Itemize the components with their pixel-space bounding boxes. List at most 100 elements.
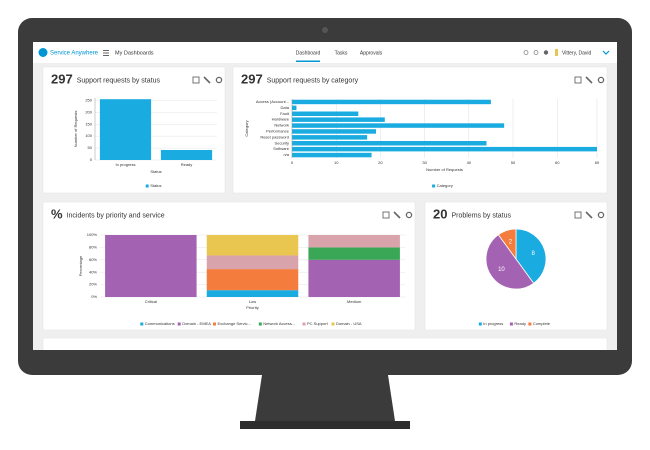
legend-label: Complete bbox=[533, 321, 551, 326]
x-tick-label: Low bbox=[249, 299, 256, 304]
legend-label: Network Access... bbox=[263, 321, 295, 326]
panel-count: 297 bbox=[51, 71, 73, 86]
avatar bbox=[555, 49, 558, 56]
settings-icon[interactable] bbox=[393, 211, 401, 219]
y-tick-label: Data bbox=[281, 105, 290, 110]
y-tick-label: Network bbox=[274, 123, 289, 128]
bar bbox=[160, 149, 213, 160]
table-view-icon[interactable] bbox=[574, 76, 582, 84]
gear-icon[interactable] bbox=[597, 211, 605, 219]
screen: Service Anywhere My Dashboards Dashboard… bbox=[33, 42, 617, 350]
user-menu-caret[interactable] bbox=[602, 50, 610, 55]
legend-label: Domain - EMEA bbox=[182, 321, 211, 326]
tab[interactable]: Approvals bbox=[360, 50, 383, 56]
section[interactable]: My Dashboards bbox=[115, 50, 154, 56]
y-tick-label: Access (Account... bbox=[256, 99, 289, 104]
y-tick-label: Reset password bbox=[260, 134, 289, 139]
gear-icon[interactable] bbox=[405, 211, 413, 219]
y-axis-label: Number of Requests bbox=[73, 111, 78, 148]
brand: Service Anywhere bbox=[50, 51, 99, 57]
globe-icon[interactable] bbox=[533, 50, 539, 55]
legend-label: Status bbox=[150, 183, 161, 188]
legend-label: Domain - USA bbox=[336, 321, 362, 326]
tab[interactable]: Dashboard bbox=[296, 50, 321, 56]
bar-segment bbox=[206, 255, 299, 270]
bar-segment bbox=[206, 269, 299, 291]
y-tick-label: Security bbox=[275, 140, 289, 145]
y-tick-label: 150 bbox=[85, 121, 92, 126]
menu-icon[interactable] bbox=[103, 50, 109, 51]
bar bbox=[292, 105, 297, 111]
settings-icon[interactable] bbox=[203, 76, 211, 84]
bar-segment bbox=[105, 235, 197, 297]
legend-label: Category bbox=[437, 183, 453, 188]
bar bbox=[99, 99, 152, 160]
y-tick-label: 0 bbox=[90, 157, 93, 162]
y-tick-label: 100 bbox=[85, 133, 92, 138]
panel bbox=[42, 337, 608, 350]
y-tick-label: n/a bbox=[283, 152, 289, 157]
camera bbox=[322, 27, 328, 33]
bar bbox=[292, 135, 368, 140]
search-icon[interactable] bbox=[523, 50, 529, 55]
monitor-neck bbox=[255, 375, 395, 421]
panel-count: 20 bbox=[433, 206, 447, 221]
panel-title: Problems by status bbox=[451, 212, 511, 219]
monitor-base bbox=[240, 421, 410, 429]
tab[interactable]: Tasks bbox=[335, 50, 348, 56]
y-tick-label: Software bbox=[273, 146, 290, 151]
menu-icon[interactable] bbox=[103, 55, 109, 56]
legend-label: Ready bbox=[514, 321, 526, 326]
y-tick-label: 100% bbox=[87, 232, 98, 237]
x-tick-label: Ready bbox=[181, 162, 193, 167]
bar bbox=[292, 152, 372, 158]
legend-swatch bbox=[177, 322, 181, 326]
legend-swatch bbox=[213, 322, 216, 326]
table-view-icon[interactable] bbox=[192, 76, 200, 84]
gear-icon[interactable] bbox=[215, 76, 223, 84]
legend-label: In progress bbox=[483, 321, 503, 326]
x-tick-label: 20 bbox=[378, 160, 383, 165]
legend-swatch bbox=[140, 322, 144, 326]
gear-icon[interactable] bbox=[597, 76, 605, 84]
x-tick-label: 69 bbox=[595, 160, 600, 165]
legend-swatch bbox=[509, 322, 513, 326]
y-tick-label: Hardware bbox=[272, 117, 290, 122]
pie-slice bbox=[497, 228, 517, 261]
active-tab-underline bbox=[296, 60, 320, 62]
legend-label: Exchange Servic... bbox=[218, 321, 251, 326]
slice-label: 8 bbox=[531, 251, 535, 257]
user-name[interactable]: Vittery, David bbox=[562, 50, 591, 56]
x-tick-label: Medium bbox=[347, 299, 362, 304]
panel-count: 297 bbox=[241, 71, 263, 86]
y-tick-label: 80% bbox=[89, 244, 97, 249]
y-tick-label: 50 bbox=[88, 145, 93, 150]
bar-segment bbox=[308, 247, 400, 260]
pie-slice bbox=[485, 234, 535, 290]
legend-swatch bbox=[528, 322, 532, 326]
bar-segment bbox=[308, 235, 400, 248]
help-icon[interactable] bbox=[543, 50, 549, 55]
x-tick-label: 40 bbox=[467, 160, 472, 165]
x-axis-label: Priority bbox=[246, 305, 258, 310]
y-tick-label: 20% bbox=[89, 282, 97, 287]
table-view-icon[interactable] bbox=[574, 211, 582, 219]
x-tick-label: 30 bbox=[422, 160, 427, 165]
bar bbox=[292, 129, 376, 134]
panel-count: % bbox=[51, 206, 63, 221]
panel-title: Incidents by priority and service bbox=[67, 212, 165, 219]
bar bbox=[292, 99, 491, 105]
settings-icon[interactable] bbox=[585, 211, 593, 219]
y-tick-label: Performance bbox=[266, 129, 290, 134]
logo bbox=[38, 48, 48, 57]
settings-icon[interactable] bbox=[585, 76, 593, 84]
x-axis-label: Number of Requests bbox=[426, 167, 463, 172]
y-tick-label: Fault bbox=[280, 111, 290, 116]
bar-segment bbox=[206, 290, 299, 297]
bar bbox=[292, 117, 385, 122]
menu-icon[interactable] bbox=[103, 52, 109, 54]
table-view-icon[interactable] bbox=[382, 211, 390, 219]
legend-swatch bbox=[432, 184, 436, 188]
